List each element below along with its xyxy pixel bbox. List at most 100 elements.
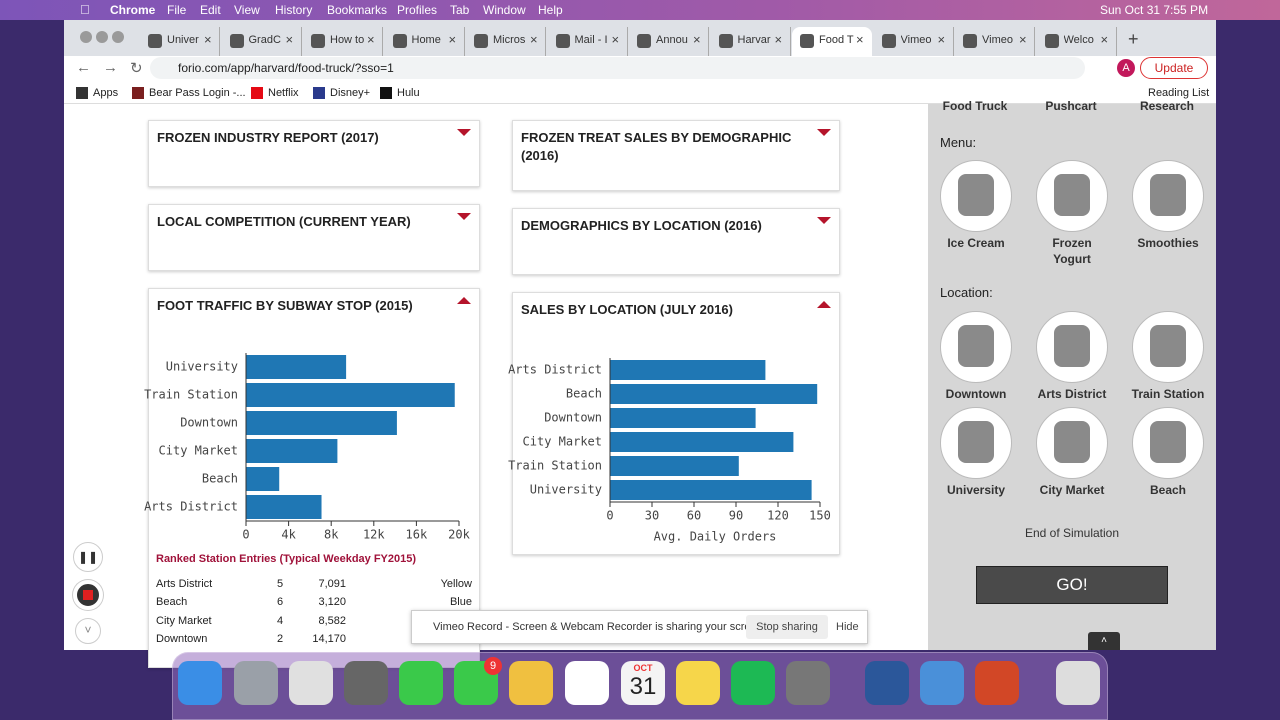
tab[interactable]: Home ×: [385, 27, 465, 56]
menu-item[interactable]: Profiles: [397, 3, 438, 17]
dock-icon[interactable]: [234, 661, 278, 705]
option-label[interactable]: Frozen Yogurt: [1052, 236, 1092, 266]
hide-button[interactable]: Hide: [836, 621, 859, 633]
share-bar: Vimeo Record - Screen & Webcam Recorder …: [411, 610, 868, 644]
tab-close[interactable]: ×: [1100, 32, 1109, 47]
window-control[interactable]: [96, 31, 108, 43]
menu-item[interactable]: File: [167, 3, 187, 17]
dock-icon[interactable]: [731, 661, 775, 705]
dock-icon[interactable]: [865, 661, 909, 705]
tab-close[interactable]: ×: [937, 32, 946, 47]
menu-item[interactable]: Bookmarks: [327, 3, 388, 17]
tab[interactable]: Welco ×: [1037, 27, 1117, 56]
window-control[interactable]: [112, 31, 124, 43]
panel-toggle[interactable]: [817, 301, 831, 308]
menu-item[interactable]: View: [234, 3, 260, 17]
dock-icon[interactable]: [289, 661, 333, 705]
panel-toggle[interactable]: [817, 217, 831, 224]
dock-icon[interactable]: [1056, 661, 1100, 705]
tab[interactable]: How to ×: [303, 27, 383, 56]
dock-icon[interactable]: [344, 661, 388, 705]
tab[interactable]: Vimeo ×: [955, 27, 1035, 56]
tab-close[interactable]: ×: [774, 32, 783, 47]
menu-item[interactable]: Edit: [200, 3, 221, 17]
tab[interactable]: Mail - I ×: [548, 27, 628, 56]
menu-item[interactable]: Window: [483, 3, 526, 17]
tab-close[interactable]: ×: [204, 32, 212, 47]
bookmark[interactable]: Disney+: [330, 87, 371, 99]
tab-close[interactable]: ×: [611, 32, 620, 47]
update-button[interactable]: Update: [1140, 57, 1208, 79]
panel-title[interactable]: FOOT TRAFFIC BY SUBWAY STOP (2015): [157, 298, 413, 313]
dock-icon[interactable]: [509, 661, 553, 705]
option-label[interactable]: Beach: [1149, 483, 1187, 497]
tab[interactable]: Univer ×: [140, 27, 220, 56]
go-button[interactable]: GO!: [976, 566, 1168, 604]
dock-icon[interactable]: [975, 661, 1019, 705]
mode-label[interactable]: Research: [1139, 99, 1195, 113]
nav-button[interactable]: →: [103, 59, 118, 76]
panel-title[interactable]: SALES BY LOCATION (JULY 2016): [521, 302, 733, 317]
scroll-up[interactable]: ˄: [1088, 632, 1120, 650]
menu-item[interactable]: History: [275, 3, 313, 17]
tab[interactable]: Harvar ×: [711, 27, 791, 56]
tab-close[interactable]: ×: [448, 32, 457, 47]
app-menu[interactable]: Chrome: [110, 3, 156, 17]
new-tab[interactable]: +: [1128, 29, 1139, 49]
panel-toggle[interactable]: [817, 129, 831, 136]
nav-button[interactable]: ↻: [130, 60, 143, 77]
tab[interactable]: Micros ×: [466, 27, 546, 56]
profile-avatar[interactable]: A: [1117, 59, 1135, 77]
dock-icon[interactable]: [399, 661, 443, 705]
option-label[interactable]: Arts District: [1037, 387, 1107, 401]
tab[interactable]: Vimeo ×: [874, 27, 954, 56]
tab[interactable]: Food T ×: [792, 27, 872, 56]
panel-toggle[interactable]: [457, 129, 471, 136]
address-bar[interactable]: forio.com/app/harvard/food-truck/?sso=1: [150, 57, 1085, 79]
panel-toggle[interactable]: [457, 213, 471, 220]
share-message: Vimeo Record - Screen & Webcam Recorder …: [433, 621, 766, 633]
panel-title[interactable]: FROZEN INDUSTRY REPORT (2017): [157, 130, 379, 145]
window-control[interactable]: [80, 31, 92, 43]
bookmark[interactable]: Apps: [93, 87, 119, 99]
menu-item[interactable]: Tab: [450, 3, 470, 17]
apple-menu[interactable]: : [80, 2, 90, 17]
bookmark[interactable]: Netflix: [268, 87, 299, 99]
mode-label[interactable]: Food Truck: [942, 99, 1008, 113]
tab-close[interactable]: ×: [693, 32, 701, 47]
option-label[interactable]: University: [946, 483, 1006, 497]
option-label[interactable]: Smoothies: [1137, 236, 1199, 250]
tab-close[interactable]: ×: [285, 32, 294, 47]
dock-icon[interactable]: [178, 661, 222, 705]
pause-button[interactable]: ❚❚: [73, 542, 103, 572]
reading-list[interactable]: Reading List: [1148, 87, 1210, 99]
tab-close[interactable]: ×: [856, 32, 864, 47]
mode-label[interactable]: Pushcart: [1045, 99, 1097, 113]
tab[interactable]: GradC ×: [222, 27, 302, 56]
tab-close[interactable]: ×: [530, 32, 538, 47]
dock-icon[interactable]: [565, 661, 609, 705]
option-label[interactable]: Ice Cream: [947, 236, 1005, 250]
bookmark[interactable]: Bear Pass Login -...: [149, 87, 246, 99]
tab[interactable]: Annou ×: [629, 27, 709, 56]
panel-title[interactable]: LOCAL COMPETITION (CURRENT YEAR): [157, 214, 411, 229]
tab-title: Annou: [656, 34, 688, 46]
dock-icon[interactable]: [786, 661, 830, 705]
collapse-button[interactable]: ˅: [75, 618, 101, 644]
stop-sharing-button[interactable]: Stop sharing: [746, 615, 828, 639]
tab-close[interactable]: ×: [367, 32, 375, 47]
dock-icon[interactable]: [676, 661, 720, 705]
dock-icon[interactable]: OCT 31: [621, 661, 665, 705]
option-label[interactable]: City Market: [1039, 483, 1105, 497]
panel-toggle[interactable]: [457, 297, 471, 304]
option-label[interactable]: Train Station: [1131, 387, 1205, 401]
bookmark[interactable]: Hulu: [397, 87, 420, 99]
record-button[interactable]: [73, 580, 103, 610]
panel-title[interactable]: FROZEN TREAT SALES BY DEMOGRAPHIC (2016): [521, 130, 792, 163]
tab-close[interactable]: ×: [1019, 32, 1027, 47]
dock-icon[interactable]: [920, 661, 964, 705]
option-label[interactable]: Downtown: [945, 387, 1007, 401]
panel-title[interactable]: DEMOGRAPHICS BY LOCATION (2016): [521, 218, 762, 233]
nav-button[interactable]: ←: [76, 59, 91, 76]
menu-item[interactable]: Help: [538, 3, 563, 17]
